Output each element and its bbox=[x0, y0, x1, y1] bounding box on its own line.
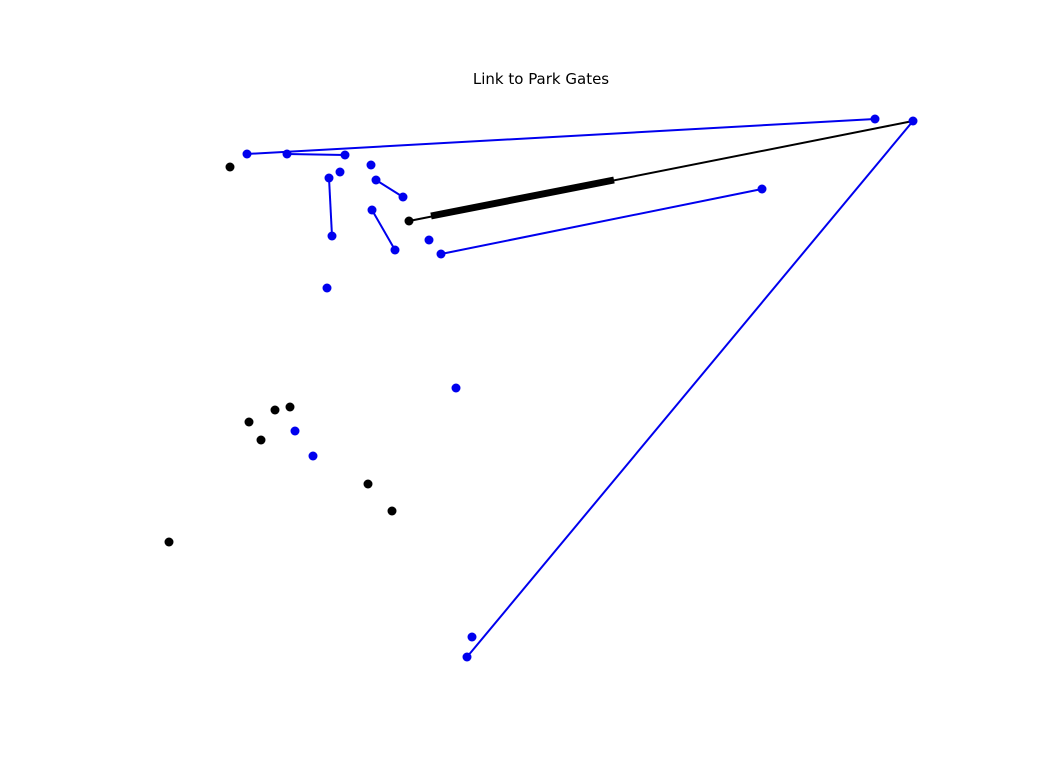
link-line-6 bbox=[466, 120, 914, 658]
node-point-1-4 bbox=[244, 417, 254, 427]
link-line-3 bbox=[375, 179, 404, 198]
node-point-0-11 bbox=[390, 245, 400, 255]
node-point-0-5 bbox=[324, 173, 334, 183]
node-point-1-5 bbox=[256, 435, 266, 445]
link-line-5 bbox=[440, 188, 763, 255]
node-point-0-12 bbox=[436, 249, 446, 259]
node-point-0-13 bbox=[322, 283, 332, 293]
link-line-1 bbox=[286, 153, 346, 156]
node-point-0-1 bbox=[282, 149, 292, 159]
link-line-4 bbox=[371, 209, 396, 251]
node-point-1-0 bbox=[225, 162, 235, 172]
node-point-0-16 bbox=[308, 451, 318, 461]
node-point-0-15 bbox=[290, 426, 300, 436]
node-point-0-20 bbox=[908, 116, 918, 126]
node-point-0-17 bbox=[467, 632, 477, 642]
node-point-0-9 bbox=[327, 231, 337, 241]
node-point-0-21 bbox=[757, 184, 767, 194]
node-point-1-1 bbox=[404, 216, 414, 226]
node-point-0-8 bbox=[367, 205, 377, 215]
link-line-8 bbox=[430, 176, 615, 220]
link-line-2 bbox=[328, 177, 333, 237]
node-point-1-3 bbox=[270, 405, 280, 415]
node-point-0-7 bbox=[398, 192, 408, 202]
link-line-0 bbox=[246, 118, 876, 155]
node-point-1-6 bbox=[363, 479, 373, 489]
node-point-0-3 bbox=[366, 160, 376, 170]
node-point-0-10 bbox=[424, 235, 434, 245]
node-point-0-4 bbox=[335, 167, 345, 177]
points-layer bbox=[164, 114, 918, 662]
node-point-1-7 bbox=[387, 506, 397, 516]
figure-title: Link to Park Gates bbox=[473, 70, 609, 88]
node-point-0-2 bbox=[340, 150, 350, 160]
node-point-0-14 bbox=[451, 383, 461, 393]
node-point-0-18 bbox=[462, 652, 472, 662]
node-point-0-0 bbox=[242, 149, 252, 159]
node-point-0-19 bbox=[870, 114, 880, 124]
links-layer bbox=[246, 118, 914, 658]
node-point-1-2 bbox=[285, 402, 295, 412]
node-point-1-8 bbox=[164, 537, 174, 547]
node-point-0-6 bbox=[371, 175, 381, 185]
